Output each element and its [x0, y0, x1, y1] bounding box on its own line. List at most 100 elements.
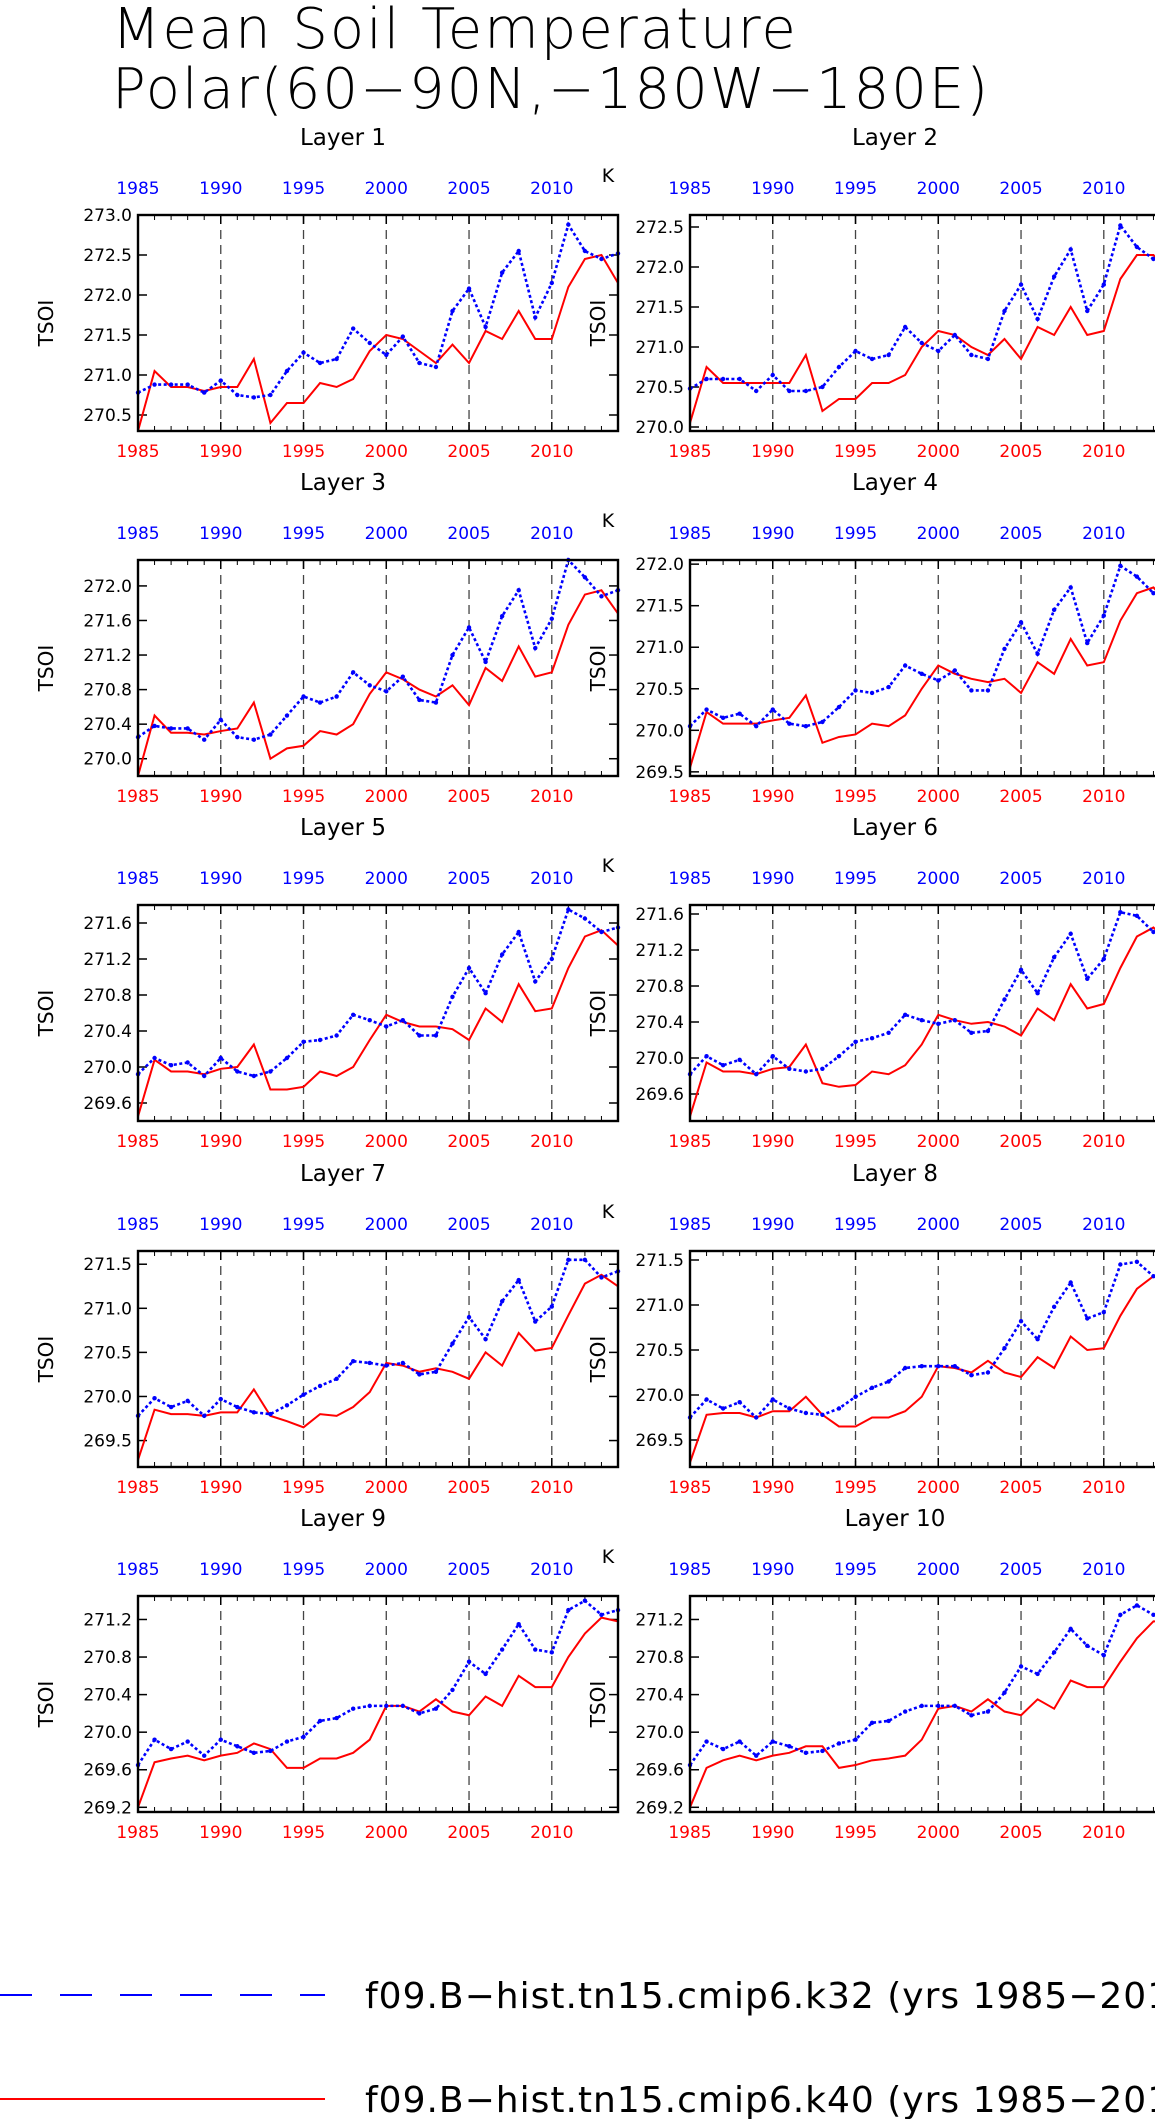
data-point-k32	[185, 1739, 190, 1744]
data-point-k32	[1018, 620, 1024, 625]
data-point-k32	[770, 1739, 775, 1744]
data-point-k32	[803, 1069, 809, 1074]
plot-frame	[688, 903, 1155, 1123]
data-point-k32	[1035, 1671, 1040, 1677]
y-axis-label: TSOI	[586, 1681, 610, 1729]
x-tick-label-top: 1985	[116, 1560, 159, 1580]
x-tick-label-bottom: 2005	[447, 442, 490, 462]
x-tick-label-top: 2000	[365, 524, 408, 544]
data-point-k32	[549, 1650, 554, 1655]
data-point-k32	[1002, 997, 1007, 1002]
x-tick-label-top: 2010	[530, 869, 573, 889]
plot-frame	[136, 1249, 620, 1469]
x-tick-label-bottom: 2005	[447, 787, 490, 807]
y-tick-label: 270.0	[83, 1058, 132, 1078]
panel-title: Layer 1	[300, 125, 386, 151]
data-point-k32	[499, 1647, 505, 1652]
x-tick-label-bottom: 2010	[1082, 442, 1125, 462]
data-point-k32	[803, 1750, 809, 1756]
x-tick-label-bottom: 1990	[199, 1132, 242, 1152]
x-tick-label-top: 1995	[282, 179, 325, 199]
x-tick-label-bottom: 2000	[917, 1132, 960, 1152]
data-point-k32	[268, 1748, 273, 1754]
data-point-k32	[720, 1063, 726, 1068]
data-point-k32	[936, 348, 941, 354]
data-point-k32	[1151, 1612, 1155, 1617]
data-point-k32	[284, 713, 290, 718]
data-point-k32	[384, 1024, 389, 1029]
y-tick-label: 270.5	[635, 680, 684, 700]
series-line-k32	[689, 222, 1155, 393]
x-tick-label-top: 2000	[917, 869, 960, 889]
data-point-k32	[301, 1039, 306, 1045]
plot-frame	[136, 1594, 620, 1814]
x-tick-label-bottom: 1985	[116, 787, 159, 807]
x-tick-label-bottom: 1985	[668, 787, 711, 807]
data-point-k32	[1035, 991, 1040, 996]
x-tick-label-bottom: 1995	[834, 1823, 877, 1843]
data-point-k32	[969, 1373, 974, 1378]
x-tick-label-top: 2010	[530, 179, 573, 199]
data-point-k32	[754, 1415, 759, 1420]
x-tick-label-bottom: 2000	[917, 1478, 960, 1498]
data-point-k32	[737, 711, 742, 716]
x-tick-label-bottom: 1995	[282, 787, 325, 807]
series-line-k40	[137, 589, 619, 777]
plot-frame	[688, 558, 1155, 778]
data-point-k32	[737, 376, 742, 382]
data-point-k32	[433, 364, 439, 370]
data-point-k32	[952, 1703, 958, 1709]
units-label: K	[1154, 1201, 1155, 1223]
x-tick-label-top: 1995	[834, 869, 877, 889]
x-tick-label-top: 2010	[530, 524, 573, 544]
series-line-k40	[137, 1616, 619, 1808]
series-line-k32	[136, 1599, 619, 1766]
data-point-k32	[919, 1364, 924, 1369]
panel-5: Layer 5 K TSOI 1985 1985 1990 1990 1995 1995 2000…	[34, 815, 621, 1152]
x-tick-label-bottom: 1985	[116, 442, 159, 462]
y-tick-label: 271.6	[635, 905, 684, 925]
data-point-k32	[251, 1073, 257, 1079]
data-point-k32	[483, 659, 488, 665]
data-point-k32	[384, 689, 389, 694]
x-tick-label-top: 2000	[365, 1215, 408, 1235]
y-axis-label: TSOI	[586, 300, 610, 348]
data-point-k32	[549, 616, 554, 621]
data-point-k32	[433, 1369, 439, 1374]
data-point-k32	[268, 392, 273, 398]
data-point-k32	[218, 717, 223, 723]
data-point-k32	[152, 382, 157, 387]
x-tick-label-bottom: 2000	[365, 1823, 408, 1843]
x-tick-label-bottom: 2010	[530, 1478, 573, 1498]
x-tick-label-top: 1985	[116, 869, 159, 889]
x-tick-label-top: 1990	[751, 1560, 794, 1580]
data-point-k32	[1134, 1603, 1140, 1608]
data-point-k32	[251, 1750, 257, 1756]
data-point-k32	[869, 1720, 875, 1725]
data-point-k32	[301, 1734, 306, 1740]
legend: f09.B−hist.tn15.cmip6.k32 (yrs 1985−2014…	[0, 1976, 1155, 2119]
x-tick-label-bottom: 2005	[999, 787, 1042, 807]
data-point-k32	[1085, 1316, 1090, 1321]
y-tick-label: 271.0	[635, 338, 684, 358]
data-point-k32	[168, 1746, 174, 1752]
data-point-k32	[952, 1364, 958, 1369]
y-tick-label: 270.4	[635, 1013, 684, 1033]
data-point-k32	[1101, 1652, 1106, 1658]
data-point-k32	[483, 1336, 488, 1342]
data-point-k32	[1051, 1650, 1057, 1655]
x-tick-label-top: 1990	[751, 1215, 794, 1235]
x-tick-label-bottom: 2005	[447, 1478, 490, 1498]
data-point-k32	[533, 1319, 538, 1324]
data-point-k32	[235, 1744, 240, 1749]
x-tick-label-bottom: 1990	[199, 787, 242, 807]
data-point-k32	[853, 348, 858, 354]
x-tick-label-top: 2010	[1082, 1215, 1125, 1235]
y-tick-label: 269.2	[83, 1798, 132, 1818]
x-tick-label-bottom: 1995	[282, 442, 325, 462]
x-tick-label-top: 1985	[116, 179, 159, 199]
x-tick-label-top: 2000	[365, 179, 408, 199]
data-point-k32	[301, 350, 306, 355]
data-point-k32	[516, 1621, 521, 1627]
data-point-k32	[820, 1412, 825, 1418]
